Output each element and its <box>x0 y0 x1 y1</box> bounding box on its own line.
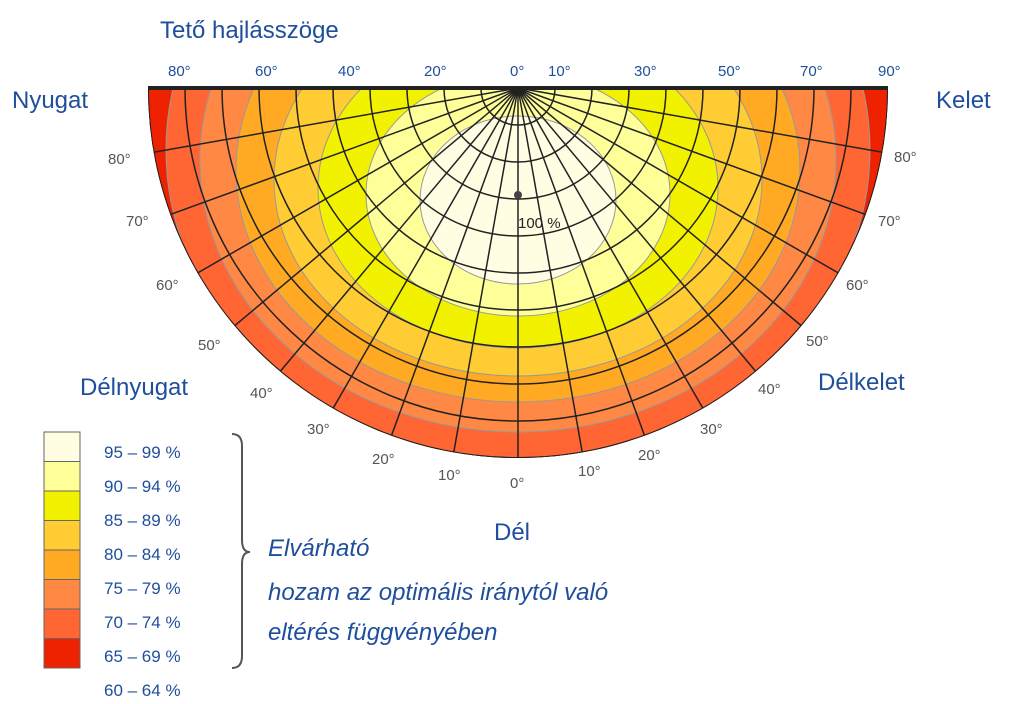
top-tick-label: 90° <box>878 63 901 80</box>
grid-radial <box>517 88 709 418</box>
left-tick-label: 30° <box>307 421 330 438</box>
grid-radial <box>160 88 519 219</box>
legend-swatch <box>43 579 81 610</box>
left-tick-label: 10° <box>438 467 461 484</box>
grid-arc <box>480 88 556 126</box>
direction-east: Kelet <box>936 87 991 114</box>
grid-arc <box>295 88 741 311</box>
grid <box>148 88 888 458</box>
grid-radial <box>273 88 519 380</box>
right-tick-label: 10° <box>578 463 601 480</box>
legend-swatch <box>43 461 81 492</box>
left-tick-label: 60° <box>156 277 179 294</box>
right-ticks: 80° 70° 60° 50° 40° 30° 20° 10° <box>578 149 917 480</box>
grid-radial <box>517 88 876 219</box>
caption-line: hozam az optimális iránytól való <box>268 579 608 606</box>
legend-label: 70 – 74 % <box>104 613 181 632</box>
left-tick-label: 50° <box>198 337 221 354</box>
top-tick-label: 40° <box>338 63 361 80</box>
caption-line: Elvárható <box>268 535 369 562</box>
right-tick-label: 20° <box>638 447 661 464</box>
grid-arc <box>184 88 852 422</box>
left-tick-label: 80° <box>108 151 131 168</box>
top-tick-label: 30° <box>634 63 657 80</box>
legend-label: 90 – 94 % <box>104 477 181 496</box>
direction-south: Dél <box>494 519 530 546</box>
left-tick-label: 0° <box>510 475 524 492</box>
right-tick-label: 40° <box>758 381 781 398</box>
optimum-dot <box>514 191 522 199</box>
top-tick-label: 10° <box>548 63 571 80</box>
top-tick-label: 0° <box>510 63 524 80</box>
grid-radial <box>517 88 848 279</box>
grid-radial <box>148 88 519 155</box>
top-ticks: 80° 60° 40° 20° 0° 10° 30° 50° 70° 90° <box>168 63 901 80</box>
grid-radial <box>387 88 519 446</box>
grid-arc <box>258 88 778 348</box>
legend-swatch <box>43 520 81 551</box>
grid-radial <box>517 88 888 155</box>
legend-label: 85 – 89 % <box>104 511 181 530</box>
legend-swatch <box>43 638 81 669</box>
top-tick-label: 50° <box>718 63 741 80</box>
top-tick-label: 80° <box>168 63 191 80</box>
direction-southeast: Délkelet <box>818 369 905 396</box>
grid-arc <box>369 88 667 237</box>
grid-radial <box>517 88 585 458</box>
top-tick-label: 60° <box>255 63 278 80</box>
right-tick-label: 30° <box>700 421 723 438</box>
grid-radial <box>451 88 519 458</box>
grid-radial <box>517 88 649 446</box>
top-tick-label: 20° <box>424 63 447 80</box>
outline <box>148 88 888 458</box>
brace <box>231 433 251 669</box>
grid-arc <box>221 88 815 385</box>
right-tick-label: 60° <box>846 277 869 294</box>
left-tick-label: 40° <box>250 385 273 402</box>
legend-label: 75 – 79 % <box>104 579 181 598</box>
legend-label: 95 – 99 % <box>104 443 181 462</box>
right-tick-label: 70° <box>878 213 901 230</box>
top-tick-label: 70° <box>800 63 823 80</box>
grid-arc <box>443 88 593 163</box>
grid-radial <box>517 88 810 333</box>
center-label: 100 % <box>518 215 561 232</box>
title: Tető hajlásszöge <box>160 17 339 44</box>
grid-radial <box>517 88 763 380</box>
left-ticks: 80° 70° 60° 50° 40° 30° 20° 10° 0° <box>108 151 524 492</box>
grid-radial <box>226 88 519 333</box>
right-tick-label: 80° <box>894 149 917 166</box>
left-tick-label: 20° <box>372 451 395 468</box>
legend-label: 65 – 69 % <box>104 647 181 666</box>
left-tick-label: 70° <box>126 213 149 230</box>
legend-swatch <box>43 490 81 521</box>
direction-southwest: Délnyugat <box>80 374 188 401</box>
legend-label: 80 – 84 % <box>104 545 181 564</box>
legend-label: 60 – 64 % <box>104 681 181 700</box>
legend-swatch <box>43 608 81 639</box>
legend-swatch <box>43 431 81 462</box>
direction-west: Nyugat <box>12 87 88 114</box>
grid-arc <box>332 88 704 274</box>
right-tick-label: 50° <box>806 333 829 350</box>
legend: 95 – 99 % 90 – 94 % 85 – 89 % 80 – 84 % 75 –… <box>43 431 181 700</box>
grid-radial <box>188 88 519 279</box>
legend-swatch <box>43 549 81 580</box>
grid-radial <box>327 88 519 418</box>
caption-line: eltérés függvényében <box>268 619 498 646</box>
